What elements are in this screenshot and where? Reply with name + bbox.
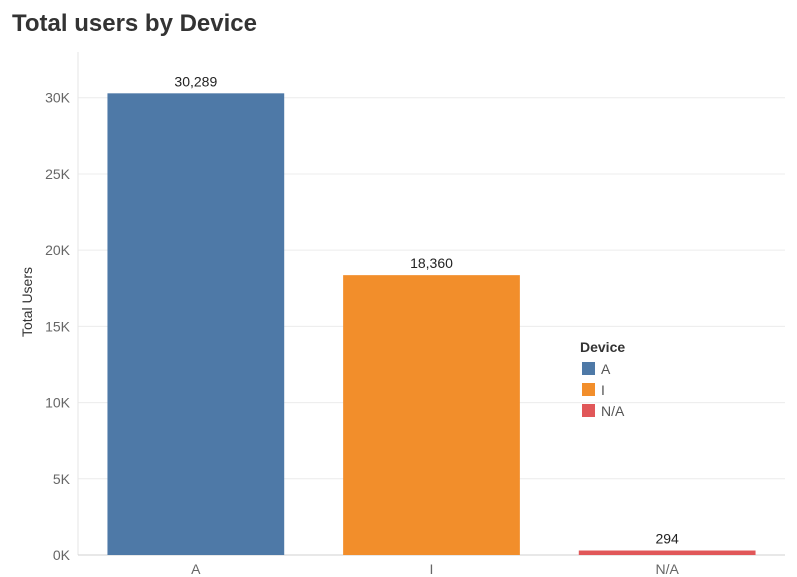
bar-na	[578, 550, 756, 555]
y-tick-label: 20K	[45, 242, 71, 258]
x-tick-label: A	[191, 561, 201, 577]
legend-swatch	[582, 362, 595, 375]
y-tick-label: 15K	[45, 318, 71, 334]
legend-entry: I	[601, 382, 605, 398]
y-tick-label: 5K	[53, 471, 71, 487]
data-label: 294	[655, 531, 679, 547]
y-tick-label: 0K	[53, 547, 71, 563]
y-axis-title: Total Users	[19, 267, 35, 337]
legend-title: Device	[580, 339, 625, 355]
x-tick-label: I	[430, 561, 434, 577]
legend-entry: N/A	[601, 403, 625, 419]
legend-swatch	[582, 404, 595, 417]
y-tick-label: 30K	[45, 90, 71, 106]
bar-i	[343, 275, 520, 555]
data-label: 30,289	[174, 73, 217, 89]
bars	[107, 93, 756, 556]
y-tick-label: 10K	[45, 395, 71, 411]
x-axis-ticks: A I N/A	[191, 561, 679, 577]
chart-title: Total users by Device	[12, 10, 257, 37]
bar-a	[107, 93, 285, 556]
y-axis-ticks: 0K 5K 10K 15K 20K 25K 30K	[45, 90, 71, 563]
data-labels: 30,289 18,360 294	[174, 73, 679, 546]
y-tick-label: 25K	[45, 166, 71, 182]
x-tick-label: N/A	[655, 561, 679, 577]
legend-items: AI N/A	[582, 361, 625, 419]
data-label: 18,360	[410, 255, 453, 271]
legend: Device AI N/A	[580, 339, 625, 419]
legend-entry: A	[601, 361, 611, 377]
legend-swatch	[582, 383, 595, 396]
